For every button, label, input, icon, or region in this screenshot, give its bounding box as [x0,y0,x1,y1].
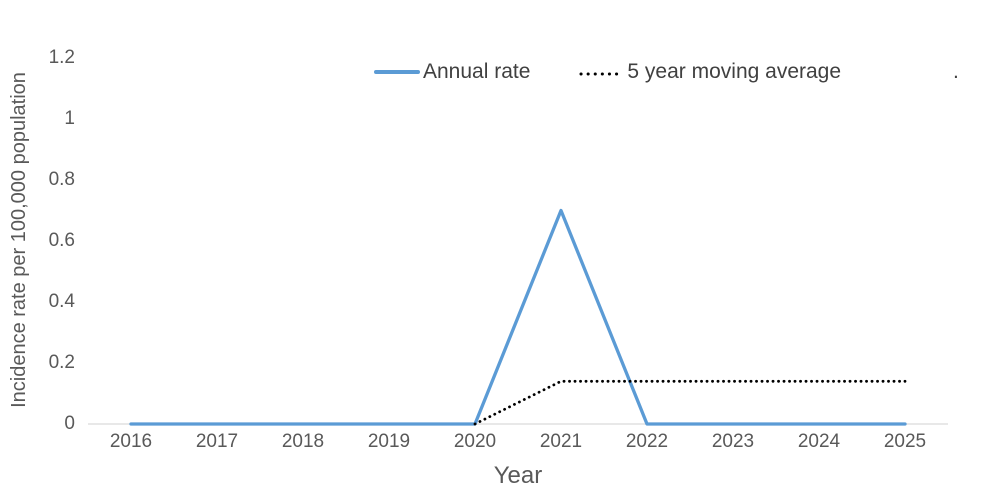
y-tick-label: 0.4 [48,291,75,312]
x-tick-label: 2023 [711,431,755,452]
x-tick-label: 2018 [281,431,325,452]
y-tick-label: 0 [64,413,75,434]
x-tick-label: 2019 [367,431,411,452]
x-tick-label: 2025 [883,431,927,452]
y-tick-label: 0.8 [48,169,75,190]
y-tick-label: 0.2 [48,352,75,373]
x-tick-label: 2021 [539,431,583,452]
x-tick-label: 2017 [195,431,239,452]
y-tick-label: 1 [64,108,75,129]
legend: Annual rate 5 year moving average [374,60,841,84]
legend-item-annual-rate: Annual rate [374,60,530,84]
legend-item-moving-average: 5 year moving average [578,60,841,84]
x-tick-label: 2016 [109,431,153,452]
annual-rate-line-sample [374,70,420,74]
x-tick-label: 2024 [797,431,841,452]
stray-period-text: . [953,60,959,83]
legend-label-annual-rate: Annual rate [423,60,531,83]
x-tick-label: 2020 [453,431,497,452]
y-tick-label: 0.6 [48,230,75,251]
legend-label-moving-average: 5 year moving average [627,60,842,83]
y-tick-label: 1.2 [48,47,75,68]
x-tick-label: 2022 [625,431,669,452]
x-axis-title: Year [493,462,543,489]
moving-average-line-sample [578,60,621,84]
